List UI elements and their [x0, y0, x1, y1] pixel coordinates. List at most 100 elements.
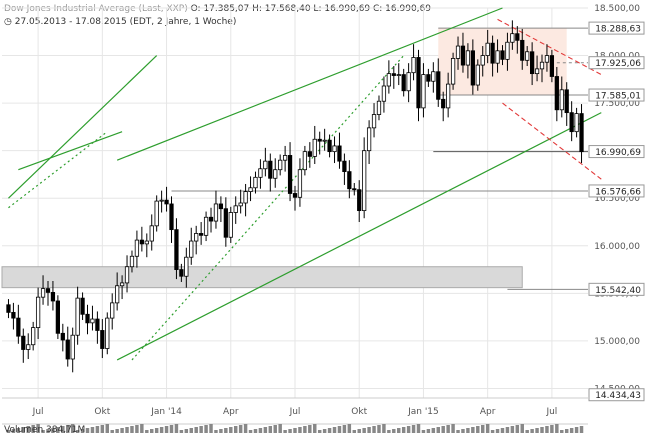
- x-tick-label: Okt: [94, 407, 110, 417]
- volume-bar: [150, 429, 154, 433]
- candle: [436, 71, 441, 100]
- candle: [490, 42, 495, 64]
- channel-upper-line: [116, 7, 503, 161]
- candle: [376, 100, 382, 115]
- volume-bar: [406, 426, 411, 433]
- volume-bar: [95, 426, 100, 433]
- price-level-label: 16.576,66: [595, 187, 641, 197]
- price-level-label: 16.990,69: [595, 148, 641, 158]
- volume-bar: [579, 426, 584, 433]
- volume-bar: [85, 428, 90, 433]
- candle: [470, 50, 475, 86]
- volume-bar: [337, 426, 342, 433]
- candle: [110, 302, 115, 319]
- candle: [189, 240, 194, 258]
- volume-bar: [327, 428, 332, 433]
- y-tick-label: 16.500,00: [594, 194, 640, 204]
- volume-bar: [569, 428, 574, 433]
- volume-bar: [387, 430, 391, 433]
- candle: [352, 188, 357, 191]
- candle: [85, 313, 90, 324]
- candle: [539, 61, 545, 70]
- volume-bar: [273, 425, 277, 433]
- candle: [322, 139, 327, 142]
- volume-bar: [421, 430, 426, 433]
- candle: [169, 203, 174, 231]
- candle: [455, 45, 461, 59]
- volume-bar: [456, 430, 460, 433]
- candle: [124, 266, 130, 284]
- candle: [45, 288, 51, 293]
- candle: [396, 74, 401, 76]
- candle: [203, 216, 209, 236]
- volume-bar: [545, 426, 549, 433]
- volume-bar: [485, 424, 490, 433]
- candle: [525, 51, 530, 61]
- volume-bar: [505, 427, 510, 433]
- price-label-box: [588, 282, 645, 296]
- volume-bar: [441, 426, 445, 433]
- volume-bar: [564, 429, 569, 433]
- volume-bar: [446, 425, 450, 433]
- candle: [520, 39, 525, 61]
- candle: [505, 41, 510, 60]
- volume-bar: [214, 430, 218, 433]
- candle: [569, 112, 574, 133]
- volume-bar: [515, 425, 520, 433]
- instrument-title: Dow Jones Industrial Average (Last, XXP): [4, 4, 188, 14]
- candle: [406, 72, 411, 92]
- candle: [297, 169, 303, 198]
- volume-bar: [70, 424, 75, 433]
- volume-bar: [145, 430, 149, 433]
- candle: [263, 160, 268, 170]
- candle: [159, 199, 164, 202]
- volume-bar: [313, 424, 317, 433]
- candle: [70, 334, 75, 360]
- volume-bar: [480, 425, 485, 433]
- volume-bar: [560, 430, 564, 433]
- volume-bar: [268, 426, 273, 433]
- price-level-label: 17.925,06: [595, 59, 641, 69]
- volume-bar: [258, 428, 263, 433]
- candle: [287, 155, 293, 194]
- volume-bar: [51, 428, 55, 433]
- volume-bar: [530, 429, 534, 433]
- volume-bar: [347, 424, 352, 433]
- volume-bar: [342, 425, 347, 433]
- volume-bar: [431, 428, 436, 433]
- volume-bar: [451, 424, 455, 433]
- volume-bar: [209, 424, 213, 433]
- candle: [366, 127, 372, 152]
- candle: [544, 55, 550, 63]
- price-label-box: [588, 56, 645, 70]
- candle: [529, 51, 535, 75]
- volume-bar: [392, 429, 396, 433]
- volume-bar: [164, 426, 169, 433]
- x-tick-label: Jan '15: [407, 407, 439, 417]
- volume-bar: [179, 430, 184, 433]
- candle: [164, 199, 169, 205]
- candle: [327, 139, 332, 153]
- volume-bar: [189, 428, 193, 433]
- volume-bar: [426, 429, 431, 433]
- candle: [65, 339, 70, 360]
- volume-bar: [169, 425, 174, 433]
- candle: [80, 297, 85, 315]
- support-zone: [1, 266, 523, 289]
- volume-bar: [154, 428, 159, 433]
- chart-title: Dow Jones Industrial Average (Last, XXP)…: [4, 4, 431, 14]
- candle: [218, 203, 224, 210]
- volume-bar: [540, 427, 544, 433]
- candle: [213, 203, 219, 222]
- price-label-box: [588, 184, 645, 198]
- candle: [273, 169, 278, 179]
- volume-bar: [233, 426, 238, 433]
- volume-bar: [120, 428, 124, 433]
- volume-bar: [66, 425, 70, 433]
- volume-bar: [298, 427, 302, 433]
- candle: [105, 317, 110, 349]
- x-tick-label: Jul: [32, 407, 44, 417]
- volume-bar: [303, 426, 307, 433]
- x-tick-label: Jul: [289, 407, 301, 417]
